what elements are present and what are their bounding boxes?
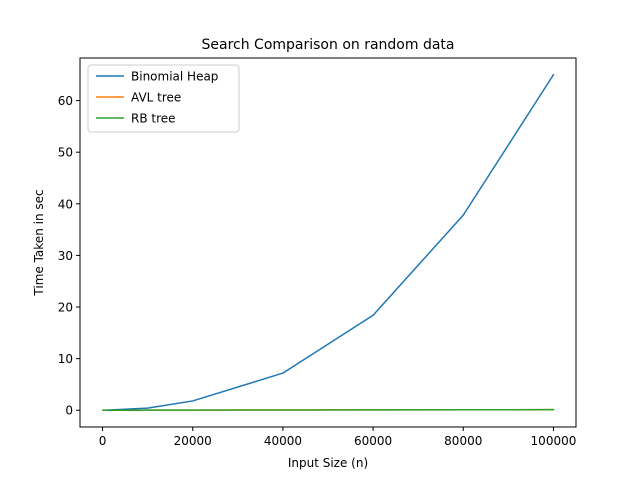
chart-title: Search Comparison on random data [202,37,455,53]
y-tick-label: 40 [58,197,73,211]
x-tick-label: 60000 [354,434,392,448]
x-tick-label: 40000 [264,434,302,448]
legend-label: RB tree [131,112,176,126]
x-tick-label: 80000 [444,434,482,448]
legend: Binomial Heap AVL tree RB tree [87,64,240,133]
x-tick-label: 100000 [531,434,577,448]
legend-box [87,64,240,133]
series-line-2 [102,408,555,411]
series-line-0 [102,73,555,412]
x-tick-label: 0 [99,434,107,448]
plot-lines [102,73,555,412]
x-axis: 0 20000 40000 60000 80000 100000 [99,427,577,448]
y-tick-label: 0 [65,404,73,418]
plot-area-frame [79,57,577,428]
y-tick-label: 50 [58,146,73,160]
y-tick-label: 60 [58,94,73,108]
x-axis-label: Input Size (n) [288,456,368,470]
legend-label: Binomial Heap [131,70,218,84]
y-tick-label: 10 [58,352,73,366]
x-tick-label: 20000 [174,434,212,448]
y-axis: 0 10 20 30 40 50 60 [58,94,80,418]
y-tick-label: 30 [58,249,73,263]
y-tick-label: 20 [58,301,73,315]
y-axis-label: Time Taken in sec [32,189,46,296]
legend-label: AVL tree [131,91,181,105]
